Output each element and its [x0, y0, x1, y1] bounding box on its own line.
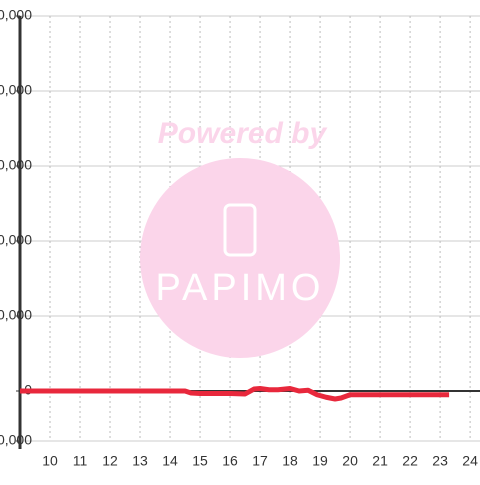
- y-tick-label: 90,000: [0, 157, 32, 173]
- x-tick-label: 12: [102, 453, 118, 469]
- x-tick-label: 22: [402, 453, 418, 469]
- x-tick-label: 14: [162, 453, 178, 469]
- line: [20, 386, 450, 402]
- y-tick-label: -20,000: [0, 432, 32, 448]
- x-tick-label: 13: [132, 453, 148, 469]
- y-tick-label: 150,000: [0, 7, 32, 23]
- x-tick-label: 11: [73, 453, 88, 469]
- x-tick-label: 19: [312, 453, 328, 469]
- watermark-icon: [223, 203, 257, 257]
- x-tick-label: 15: [192, 453, 208, 469]
- x-tick-label: 23: [432, 453, 448, 469]
- y-tick-label: 120,000: [0, 82, 32, 98]
- x-tick-label: 10: [42, 453, 58, 469]
- x-tick-label: 20: [342, 453, 358, 469]
- watermark-logo: PAPIMO: [156, 267, 325, 309]
- x-tick-label: 24: [462, 453, 478, 469]
- x-tick-label: 18: [282, 453, 298, 469]
- x-tick-label: 16: [222, 453, 238, 469]
- y-tick-label: 60,000: [0, 232, 32, 248]
- y-tick-label: 30,000: [0, 307, 32, 323]
- x-tick-label: 17: [252, 453, 268, 469]
- x-tick-label: 21: [372, 453, 388, 469]
- watermark-text: Powered by: [158, 117, 328, 150]
- watermark-circle: [140, 158, 340, 358]
